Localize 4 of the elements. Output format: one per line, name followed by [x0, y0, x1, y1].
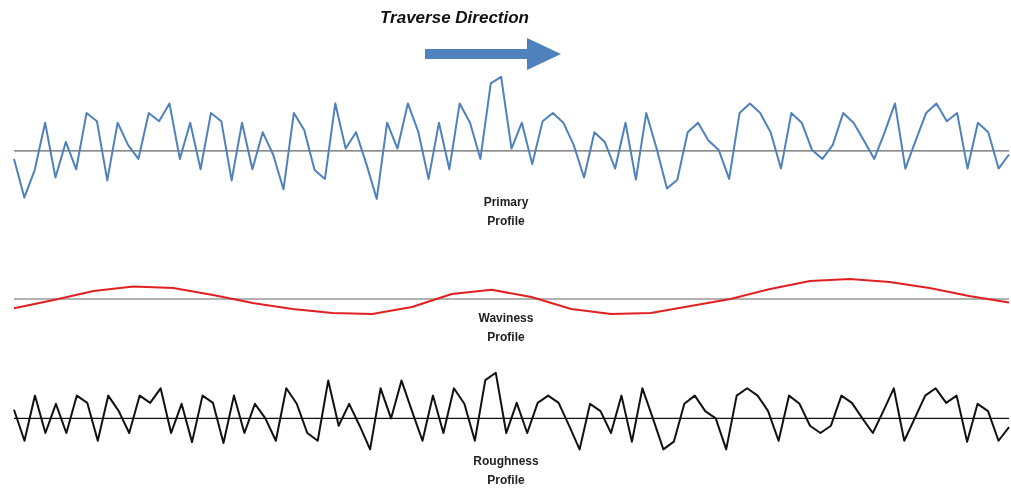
annotation: Waviness Profile	[466, 309, 546, 347]
chart-title: Traverse Direction	[380, 8, 530, 28]
annotation: Primary Profile	[466, 193, 546, 231]
text: Roughness Profile	[466, 452, 546, 490]
